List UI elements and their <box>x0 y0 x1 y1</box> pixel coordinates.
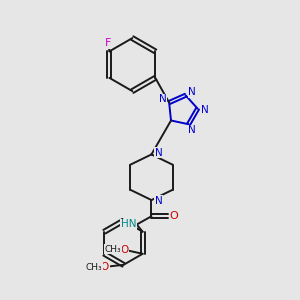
Text: O: O <box>120 245 128 255</box>
Text: CH₃: CH₃ <box>86 263 102 272</box>
Text: N: N <box>159 94 167 104</box>
Text: N: N <box>188 125 195 135</box>
Text: N: N <box>155 196 163 206</box>
Text: O: O <box>101 262 109 272</box>
Text: N: N <box>155 148 163 158</box>
Text: HN: HN <box>121 220 136 230</box>
Text: N: N <box>201 105 209 115</box>
Text: O: O <box>169 211 178 221</box>
Text: CH₃: CH₃ <box>105 245 122 254</box>
Text: F: F <box>105 38 111 48</box>
Text: N: N <box>188 87 196 97</box>
